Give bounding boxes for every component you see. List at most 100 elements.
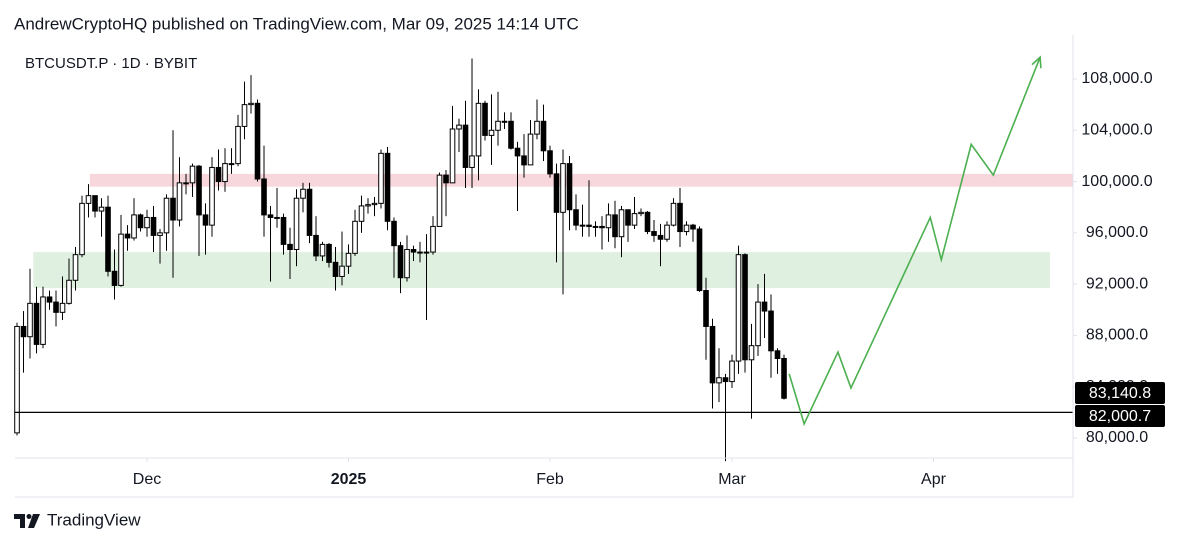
candle-body (189, 165, 196, 184)
candle-body (332, 261, 339, 277)
candle-body (592, 225, 599, 228)
candle-body (345, 252, 352, 267)
candle-body (501, 120, 508, 123)
candle-body (14, 325, 20, 434)
candle-body (371, 202, 378, 206)
price-label: 83,140.8 (1089, 385, 1151, 402)
candle-body (20, 325, 27, 338)
candle-body (59, 302, 66, 313)
price-label-box (1075, 405, 1165, 428)
candle-body (417, 251, 423, 254)
candle-body (118, 233, 124, 286)
candle-body (644, 211, 651, 233)
candle-body (222, 163, 228, 183)
candle-body (430, 225, 436, 253)
candle-body (774, 350, 781, 360)
x-tick-label: Mar (718, 471, 746, 488)
candle-body (540, 120, 547, 152)
candle-body (618, 209, 625, 238)
candle-body (306, 188, 313, 236)
candle-body (527, 133, 534, 166)
candle-body (410, 249, 417, 253)
candle-body (573, 209, 579, 226)
candle-body (280, 216, 287, 245)
footer-brand: TradingView (47, 510, 141, 529)
candle-body (326, 243, 332, 263)
candle-body (274, 216, 280, 219)
candle-body (46, 296, 53, 303)
candle-body (404, 249, 410, 279)
x-tick-label: Dec (133, 471, 161, 488)
symbol-title: BTCUSDT.P · 1D · BYBIT (25, 55, 197, 72)
candle-body (163, 197, 170, 234)
candle-body (670, 202, 677, 226)
candle-body (170, 197, 176, 221)
candle-body (98, 206, 105, 212)
candle-body (111, 270, 118, 286)
candle-body (560, 163, 566, 213)
y-tick-label: 88,000.0 (1086, 327, 1148, 344)
projection-arrowhead (1031, 55, 1042, 69)
candle-body (313, 234, 319, 257)
tradingview-logo (14, 514, 40, 528)
candle-body (319, 243, 326, 257)
candle-body (339, 265, 345, 277)
y-tick-label: 80,000.0 (1086, 429, 1148, 446)
candle-body (228, 163, 235, 166)
y-tick-label: 108,000.0 (1081, 70, 1152, 87)
candle-body (703, 290, 709, 327)
x-tick-label: 2025 (331, 471, 367, 488)
candle-body (722, 377, 729, 383)
zones (33, 173, 1074, 288)
candle-body (664, 224, 670, 240)
candle-body (209, 166, 215, 226)
candle-body (514, 147, 521, 157)
candle-body (482, 102, 488, 136)
candle-body (748, 345, 755, 361)
candle-body (365, 204, 371, 207)
candle-body (157, 232, 163, 236)
candle-body (391, 220, 397, 247)
candle-body (287, 243, 293, 251)
price-label: 82,000.7 (1089, 408, 1151, 425)
candle-body (599, 225, 605, 229)
candle-body (475, 102, 482, 157)
candle-body (378, 152, 384, 204)
candle-body (625, 209, 631, 226)
candle-body (651, 231, 657, 236)
candle-body (436, 174, 443, 227)
candle-body (469, 155, 475, 168)
x-tick-label: Feb (536, 471, 564, 488)
candle-body (566, 163, 573, 211)
candle-body (176, 182, 183, 221)
candle-body (72, 254, 79, 281)
candle-body (124, 233, 131, 239)
candle-body (508, 120, 514, 149)
candle-body (105, 206, 111, 272)
candle-body (612, 214, 618, 238)
candle-body (462, 124, 469, 168)
candle-body (761, 301, 768, 312)
y-tick-label: 104,000.0 (1081, 121, 1152, 138)
candle-body (248, 102, 254, 106)
candle-body (521, 155, 527, 166)
candle-body (92, 195, 98, 212)
candle-body (79, 202, 85, 256)
candle-body (579, 224, 586, 227)
candle-body (33, 302, 40, 345)
candle-body (384, 152, 391, 222)
y-tick-label: 96,000.0 (1086, 224, 1148, 241)
candle-body (40, 296, 46, 345)
candle-body (690, 224, 696, 230)
candle-body (137, 214, 144, 229)
candle-body (215, 166, 222, 183)
candle-body (397, 245, 404, 279)
candle-body (183, 182, 189, 185)
candle-body (553, 173, 560, 213)
x-tick-label: Apr (921, 471, 947, 488)
candle-body (716, 377, 722, 384)
candle-body (677, 202, 683, 233)
candle-body (235, 125, 241, 165)
publish-header: AndrewCryptoHQ published on TradingView.… (14, 14, 579, 33)
candle-body (657, 234, 664, 240)
